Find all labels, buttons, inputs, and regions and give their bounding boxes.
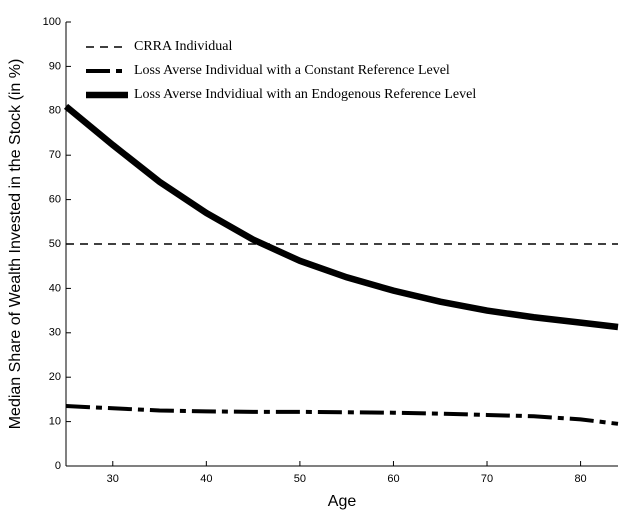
- y-tick-label: 50: [49, 238, 61, 250]
- y-tick-label: 90: [49, 60, 61, 72]
- y-tick-label: 40: [49, 282, 61, 294]
- x-tick-label: 70: [481, 473, 493, 485]
- x-tick-label: 50: [294, 473, 306, 485]
- y-tick-label: 100: [43, 16, 61, 28]
- x-tick-label: 30: [107, 473, 119, 485]
- y-tick-label: 30: [49, 327, 61, 339]
- x-tick-label: 80: [574, 473, 586, 485]
- y-tick-label: 80: [49, 105, 61, 117]
- legend-text: Loss Averse Individual with a Constant R…: [134, 63, 450, 78]
- y-axis-title: Median Share of Wealth Invested in the S…: [7, 59, 24, 430]
- series-line: [63, 103, 619, 331]
- x-tick-label: 60: [387, 473, 399, 485]
- y-tick-label: 10: [49, 416, 61, 428]
- legend-text: CRRA Individual: [134, 39, 233, 54]
- series-line: [65, 404, 619, 426]
- y-tick-label: 70: [49, 149, 61, 161]
- x-axis-title: Age: [328, 493, 357, 510]
- x-tick-label: 40: [200, 473, 212, 485]
- y-tick-label: 20: [49, 371, 61, 383]
- y-tick-label: 60: [49, 194, 61, 206]
- y-tick-label: 0: [55, 460, 61, 472]
- legend-text: Loss Averse Indvidiual with an Endogenou…: [134, 87, 476, 102]
